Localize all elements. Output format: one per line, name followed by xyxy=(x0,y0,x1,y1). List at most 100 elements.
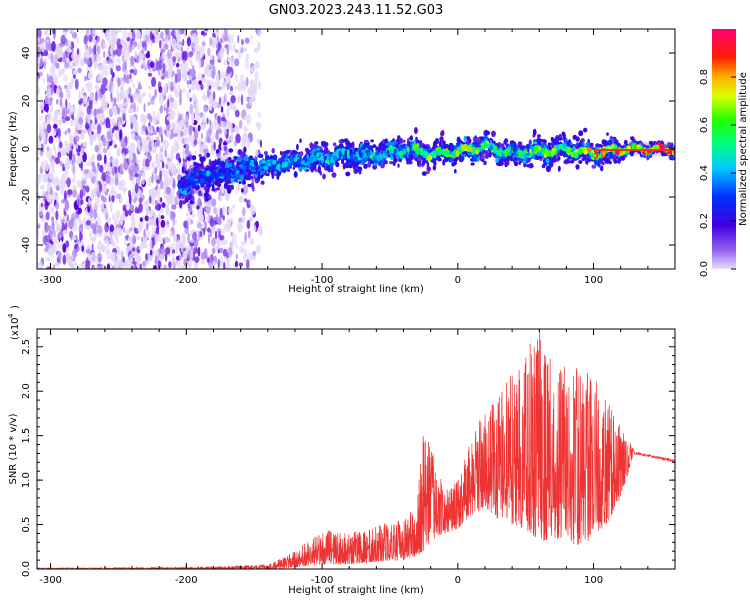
noise-speckle xyxy=(40,202,44,208)
noise-speckle xyxy=(256,29,262,38)
noise-speckle xyxy=(219,47,224,58)
noise-speckle xyxy=(187,232,190,244)
noise-speckle xyxy=(209,54,213,61)
noise-speckle xyxy=(64,190,67,201)
noise-speckle xyxy=(192,45,196,55)
noise-speckle xyxy=(174,51,180,60)
noise-speckle xyxy=(139,217,143,223)
noise-speckle xyxy=(142,125,146,131)
noise-speckle xyxy=(210,137,215,146)
noise-speckle xyxy=(191,212,195,218)
noise-speckle xyxy=(215,130,219,135)
noise-speckle xyxy=(105,174,111,184)
noise-speckle xyxy=(65,116,70,122)
noise-speckle xyxy=(114,166,118,174)
noise-speckle xyxy=(148,255,154,262)
noise-speckle xyxy=(226,46,230,56)
noise-speckle xyxy=(62,67,66,73)
noise-speckle xyxy=(51,220,55,231)
noise-speckle xyxy=(120,141,127,149)
noise-speckle xyxy=(138,244,142,250)
noise-speckle xyxy=(83,57,88,64)
noise-speckle xyxy=(184,149,189,156)
noise-speckle xyxy=(81,263,86,269)
ridge-point xyxy=(378,144,383,151)
noise-speckle xyxy=(249,238,255,245)
noise-speckle xyxy=(138,203,143,213)
noise-speckle xyxy=(211,237,216,247)
noise-speckle xyxy=(68,219,74,229)
ridge-point xyxy=(193,161,197,166)
ridge-point xyxy=(181,166,185,173)
noise-speckle xyxy=(94,117,98,125)
noise-speckle xyxy=(73,173,76,184)
noise-speckle xyxy=(171,38,177,49)
noise-speckle xyxy=(108,161,111,166)
noise-speckle xyxy=(252,250,257,257)
noise-speckle xyxy=(201,222,206,228)
noise-speckle xyxy=(211,122,214,133)
noise-speckle xyxy=(219,207,223,219)
noise-speckle xyxy=(69,64,74,70)
ridge-point xyxy=(235,177,239,184)
noise-speckle xyxy=(54,238,60,245)
noise-speckle xyxy=(208,99,215,105)
noise-speckle xyxy=(128,60,132,69)
noise-speckle xyxy=(141,92,147,97)
noise-speckle xyxy=(97,75,102,82)
noise-speckle xyxy=(248,216,254,222)
noise-speckle xyxy=(69,29,75,33)
noise-speckle xyxy=(206,216,210,221)
noise-speckle xyxy=(172,216,175,227)
noise-speckle xyxy=(161,161,165,169)
noise-speckle xyxy=(103,42,107,50)
noise-speckle xyxy=(131,83,136,89)
noise-speckle xyxy=(172,249,175,254)
noise-speckle xyxy=(57,243,61,249)
noise-speckle xyxy=(149,195,152,204)
noise-speckle xyxy=(129,153,134,161)
noise-speckle xyxy=(220,106,224,113)
noise-speckle xyxy=(218,191,221,200)
noise-speckle xyxy=(139,263,142,269)
ridge-point xyxy=(578,130,584,137)
noise-speckle xyxy=(217,216,222,225)
ridge-point xyxy=(229,184,235,190)
noise-speckle xyxy=(122,29,128,39)
noise-speckle xyxy=(241,137,246,148)
noise-speckle xyxy=(211,69,216,80)
noise-speckle xyxy=(124,43,127,53)
noise-speckle xyxy=(110,201,113,213)
noise-speckle xyxy=(118,121,122,131)
noise-speckle xyxy=(50,216,55,222)
noise-speckle xyxy=(239,245,244,252)
noise-speckle xyxy=(169,38,172,47)
noise-speckle xyxy=(244,37,250,44)
noise-speckle xyxy=(49,186,53,196)
noise-speckle xyxy=(156,139,160,147)
noise-speckle xyxy=(58,70,63,78)
noise-speckle xyxy=(193,246,198,254)
noise-speckle xyxy=(160,146,163,153)
noise-speckle xyxy=(223,145,227,151)
noise-speckle xyxy=(53,123,58,129)
noise-speckle xyxy=(57,233,62,239)
noise-speckle xyxy=(171,56,177,62)
noise-speckle xyxy=(131,180,136,186)
noise-speckle xyxy=(220,229,225,236)
noise-speckle xyxy=(211,247,216,254)
noise-speckle xyxy=(102,137,107,147)
noise-speckle xyxy=(187,71,190,76)
noise-speckle xyxy=(110,161,113,167)
noise-speckle xyxy=(56,119,62,125)
noise-speckle xyxy=(78,105,82,114)
ridge-point xyxy=(614,158,617,164)
noise-speckle xyxy=(213,117,216,127)
noise-speckle xyxy=(245,248,247,258)
noise-speckle xyxy=(225,191,231,202)
noise-speckle xyxy=(38,173,42,184)
noise-speckle xyxy=(196,222,202,229)
noise-speckle xyxy=(147,72,153,77)
noise-speckle xyxy=(51,40,56,52)
noise-speckle xyxy=(159,170,163,182)
